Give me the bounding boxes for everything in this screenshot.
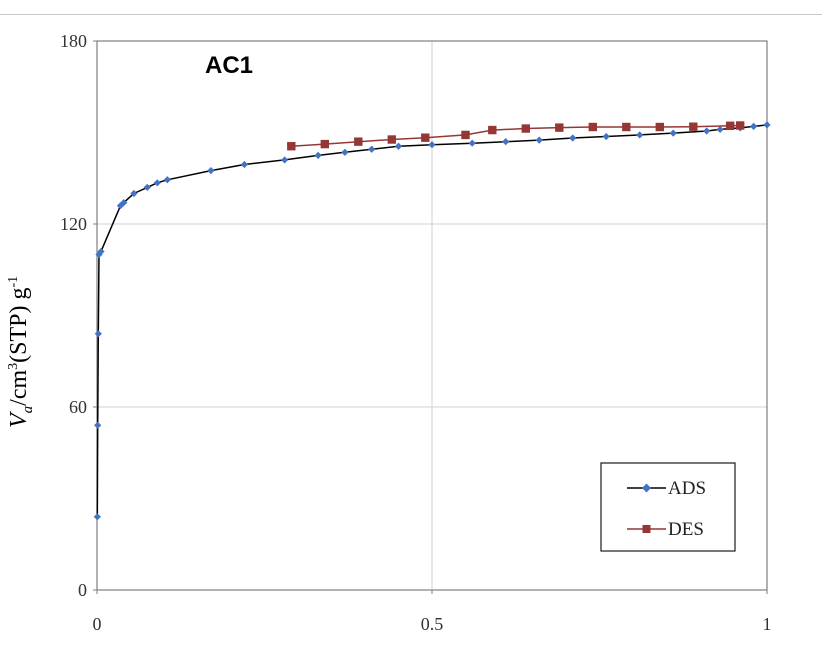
- data-point-des: [725, 121, 735, 130]
- data-point-des: [689, 122, 698, 131]
- legend-des-label: DES: [668, 519, 704, 540]
- data-point-ads: [669, 129, 677, 137]
- x-tick-label: 0: [93, 614, 102, 634]
- data-point-des: [488, 125, 497, 135]
- data-point-des: [354, 137, 363, 146]
- y-axis-label: Va/cm3(STP) g-1: [6, 276, 36, 428]
- data-point-ads: [153, 179, 161, 187]
- data-point-ads: [468, 139, 476, 147]
- data-point-ads: [163, 176, 171, 184]
- data-point-ads: [94, 421, 102, 429]
- data-point-ads: [240, 160, 248, 169]
- data-point-des: [461, 130, 470, 140]
- data-point-des: [320, 139, 329, 149]
- data-point-des: [622, 122, 631, 132]
- data-point-ads: [314, 151, 322, 159]
- y-tick-label: 180: [60, 31, 87, 51]
- y-tick-label: 60: [69, 397, 87, 417]
- grid-layer: [97, 41, 767, 590]
- data-point-des: [521, 124, 530, 133]
- data-point-ads: [341, 148, 349, 156]
- data-point-des: [387, 135, 396, 144]
- data-point-ads: [394, 142, 403, 150]
- legend-box: [600, 462, 736, 552]
- data-point-ads: [535, 136, 543, 144]
- x-tick-label: 1: [763, 614, 772, 634]
- data-point-ads: [502, 138, 510, 146]
- legend-entry-des: DES: [627, 519, 704, 540]
- data-point-ads: [569, 134, 577, 142]
- data-point-ads: [94, 330, 102, 338]
- data-point-ads: [716, 125, 724, 134]
- data-point-ads: [143, 183, 151, 191]
- data-point-ads: [703, 127, 711, 135]
- data-point-ads: [602, 132, 610, 141]
- series-des: [287, 121, 745, 151]
- y-tick-labels: 0 60 120 180: [60, 31, 97, 600]
- legend: ADS DES: [600, 462, 736, 552]
- data-point-des: [421, 133, 430, 142]
- x-tick-labels: 0 0.5 1: [93, 590, 772, 634]
- data-point-ads: [368, 145, 376, 153]
- data-point-ads: [763, 121, 771, 129]
- data-point-ads: [120, 199, 128, 207]
- data-point-des: [287, 142, 296, 151]
- legend-des-marker: [642, 525, 651, 533]
- x-tick-label: 0.5: [421, 614, 444, 634]
- legend-entry-ads: ADS: [627, 478, 706, 499]
- data-point-ads: [130, 189, 138, 198]
- y-tick-label: 0: [78, 580, 87, 600]
- y-tick-label: 120: [60, 214, 87, 234]
- data-point-ads: [281, 156, 289, 164]
- series-ads: [93, 121, 771, 521]
- series-layer: [93, 121, 771, 521]
- legend-ads-label: ADS: [668, 478, 706, 499]
- data-point-des: [555, 123, 564, 132]
- data-point-ads: [636, 131, 644, 139]
- data-point-ads: [97, 247, 105, 256]
- data-point-ads: [428, 141, 436, 149]
- legend-ads-marker: [642, 483, 651, 493]
- top-divider: [0, 14, 822, 15]
- data-point-des: [736, 121, 745, 130]
- data-point-ads: [750, 122, 758, 130]
- data-point-des: [655, 122, 664, 132]
- data-point-des: [588, 122, 597, 132]
- data-point-ads: [93, 513, 101, 521]
- data-point-ads: [207, 167, 215, 175]
- chart-title: AC1: [205, 52, 253, 79]
